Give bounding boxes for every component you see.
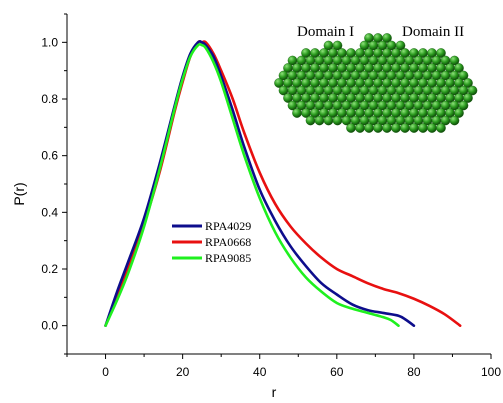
- inset-bead: [314, 115, 325, 126]
- inset-bead: [391, 123, 401, 133]
- inset-bead: [382, 33, 392, 43]
- inset-bead: [346, 123, 356, 133]
- inset-bead: [467, 85, 478, 96]
- inset-bead: [400, 123, 410, 133]
- y-tick-label: 0.4: [41, 205, 58, 219]
- x-tick-label: 20: [176, 365, 190, 379]
- inset-label-domain-2: Domain II: [402, 24, 464, 40]
- y-axis-title: P(r): [11, 182, 27, 205]
- x-tick-label: 40: [253, 365, 267, 379]
- series-lines: [104, 39, 462, 327]
- inset-bead: [364, 123, 374, 133]
- inset-bead: [332, 40, 343, 51]
- inset-bead: [463, 93, 473, 103]
- inset-bead: [449, 115, 460, 126]
- y-tick-label: 0.0: [41, 319, 58, 333]
- inset-bead: [305, 115, 316, 126]
- y-tick-label: 0.6: [41, 149, 58, 163]
- legend-label-rpa9085: RPA9085: [205, 251, 251, 265]
- inset-bead: [454, 108, 464, 118]
- inset-bead: [427, 123, 437, 133]
- inset-bead: [463, 78, 473, 88]
- y-tick-label: 0.2: [41, 262, 58, 276]
- inset-bead: [409, 123, 419, 133]
- x-axis-title: r: [272, 384, 277, 400]
- inset-bead: [458, 70, 469, 81]
- axes: 0 20 40 60 80 100 0.0 0.2 0.4 0.6 0.8 1.0: [41, 13, 501, 379]
- inset-bead: [395, 40, 406, 51]
- inset-bead: [418, 123, 428, 133]
- inset-bead: [436, 48, 446, 58]
- x-tick-label: 0: [102, 365, 109, 379]
- domain-structure-inset: [274, 33, 478, 133]
- legend: RPA4029 RPA0668 RPA9085: [172, 219, 251, 265]
- inset-bead: [454, 63, 464, 73]
- inset-bead: [332, 115, 343, 126]
- inset-bead: [292, 108, 302, 118]
- inset-bead: [458, 100, 469, 111]
- inset-bead: [323, 115, 334, 126]
- inset-bead: [382, 123, 392, 133]
- legend-label-rpa0668: RPA0668: [205, 235, 251, 249]
- y-tick-label: 1.0: [41, 35, 58, 49]
- inset-bead: [373, 123, 383, 133]
- series-line-rpa9085: [104, 42, 400, 327]
- y-tick-label: 0.8: [41, 92, 58, 106]
- x-tick-label: 100: [481, 365, 501, 379]
- inset-bead: [449, 55, 460, 66]
- legend-label-rpa4029: RPA4029: [205, 219, 251, 233]
- inset-bead: [436, 123, 446, 133]
- inset-bead: [355, 123, 365, 133]
- x-tick-label: 60: [330, 365, 344, 379]
- x-tick-label: 80: [407, 365, 421, 379]
- inset-label-domain-1: Domain I: [297, 24, 354, 40]
